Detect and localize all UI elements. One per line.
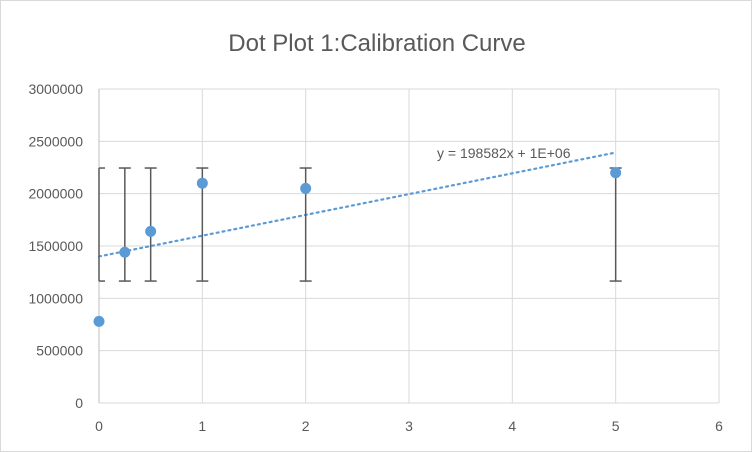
data-point: [610, 167, 622, 179]
data-point: [300, 182, 312, 194]
error-bars: [98, 167, 622, 282]
x-tick-label: 2: [302, 418, 310, 434]
x-tick-label: 5: [612, 418, 620, 434]
y-tick-label: 1500000: [28, 238, 83, 254]
data-point: [93, 315, 105, 327]
x-tick-label: 0: [95, 418, 103, 434]
y-tick-label: 2500000: [28, 133, 83, 149]
x-tick-label: 6: [715, 418, 723, 434]
trendline-line: [97, 151, 617, 258]
y-tick-label: 500000: [36, 343, 83, 359]
data-point: [196, 177, 208, 189]
data-point: [119, 246, 131, 258]
x-axis-ticks: 0 1 2 3 4 5 6: [95, 418, 723, 434]
trendline-equation: y = 198582x + 1E+06: [437, 145, 571, 161]
chart-title: Dot Plot 1:Calibration Curve: [228, 30, 525, 57]
trendline: [97, 151, 617, 258]
x-tick-label: 1: [198, 418, 206, 434]
y-axis-ticks: 0 500000 1000000 1500000 2000000 2500000 30000…: [28, 81, 83, 411]
data-points: [93, 167, 622, 327]
gridlines: [98, 88, 720, 404]
y-tick-label: 2000000: [28, 186, 83, 202]
y-tick-label: 0: [75, 395, 83, 411]
x-tick-label: 4: [508, 418, 516, 434]
data-point: [145, 225, 157, 237]
x-tick-label: 3: [405, 418, 413, 434]
y-tick-label: 1000000: [28, 290, 83, 306]
y-tick-label: 3000000: [28, 81, 83, 97]
